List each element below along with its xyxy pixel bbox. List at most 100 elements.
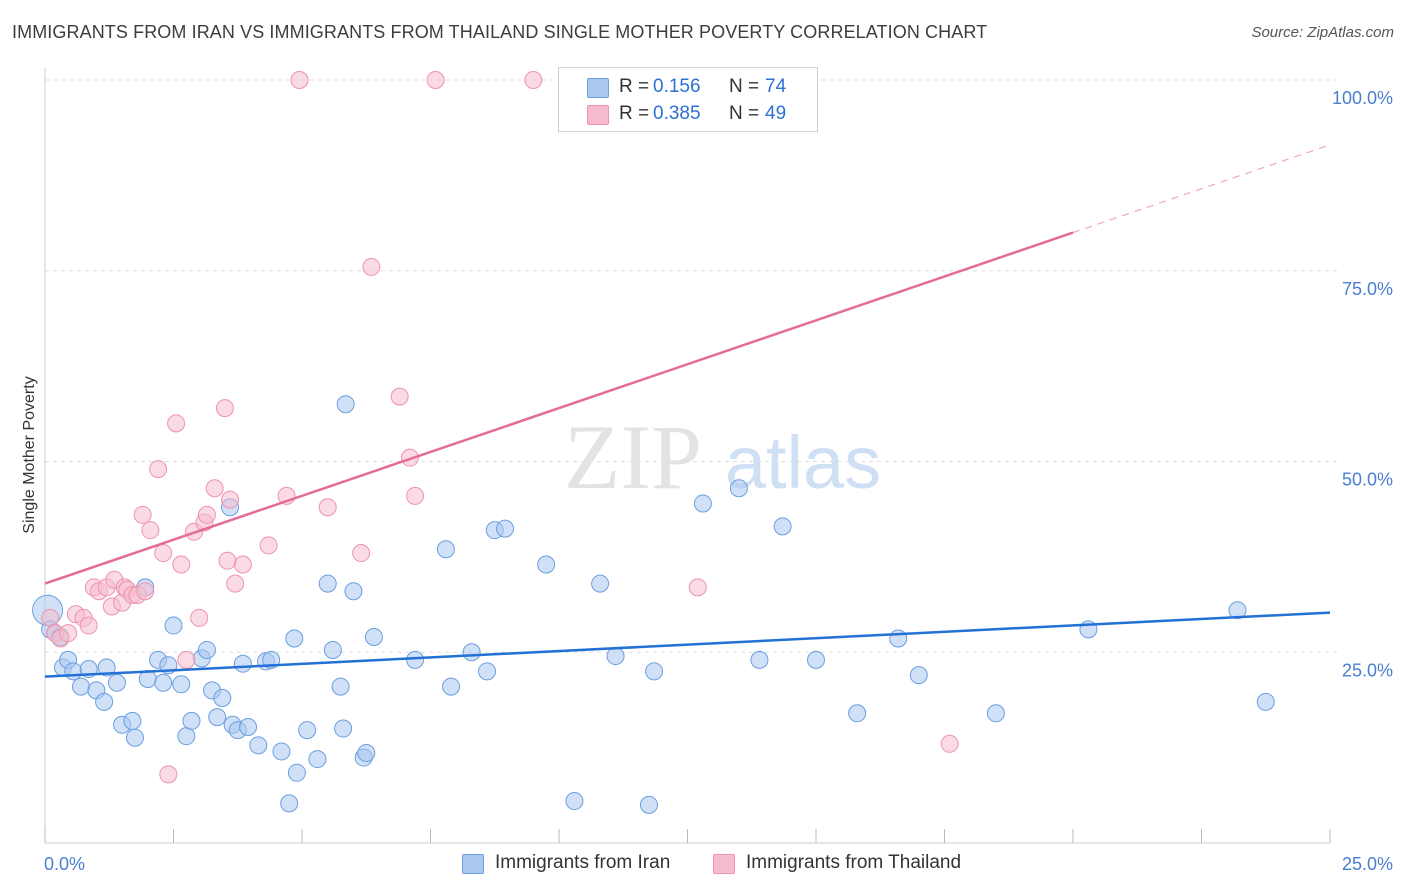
iran-point <box>272 742 291 761</box>
iran-point <box>239 718 258 737</box>
bottom-thailand-swatch <box>713 854 735 874</box>
iran-point <box>462 643 481 662</box>
trend-lines <box>44 144 1331 678</box>
thailand-point <box>362 257 381 276</box>
iran-point <box>357 743 376 762</box>
iran-point <box>123 711 142 730</box>
iran-point <box>285 629 304 648</box>
iran-point <box>280 794 299 813</box>
thailand-point <box>688 578 707 597</box>
iran-point <box>154 673 173 692</box>
iran-point <box>496 519 515 538</box>
iran-point <box>334 719 353 738</box>
iran-point <box>172 675 191 694</box>
source-label: Source: ZipAtlas.com <box>1251 24 1394 41</box>
iran-point <box>125 728 144 747</box>
thailand-r-value: 0.385 <box>653 103 701 124</box>
iran-point <box>537 555 556 574</box>
iran-point <box>639 795 658 814</box>
iran-point <box>591 574 610 593</box>
thailand-point <box>133 505 152 524</box>
iran-point <box>213 689 232 708</box>
thailand-point <box>177 650 196 669</box>
iran-point <box>1256 692 1275 711</box>
thailand-point <box>524 71 543 89</box>
iran-point <box>233 654 252 673</box>
iran-point <box>287 763 306 782</box>
iran-point <box>208 708 227 727</box>
watermark-zip: ZIP <box>564 406 702 508</box>
iran-point <box>1228 601 1247 620</box>
iran-point <box>197 640 216 659</box>
thailand-point <box>59 624 78 643</box>
iran-r-label: R = <box>619 76 650 97</box>
iran-point <box>249 736 268 755</box>
y-tick-label: 100.0% <box>1332 88 1393 108</box>
thailand-n-label: N = <box>729 103 760 124</box>
iran-point <box>848 704 867 723</box>
iran-r-value: 0.156 <box>653 76 701 97</box>
thailand-swatch <box>587 105 609 125</box>
chart-title: IMMIGRANTS FROM IRAN VS IMMIGRANTS FROM … <box>12 22 988 42</box>
thailand-point <box>149 460 168 479</box>
iran-point <box>107 673 126 692</box>
thailand-point <box>205 479 224 498</box>
iran-point <box>97 658 116 677</box>
iran-point <box>344 582 363 601</box>
thailand-point <box>352 544 371 563</box>
iran-point <box>909 666 928 685</box>
bottom-iran-label: Immigrants from Iran <box>495 852 671 873</box>
bottom-iran-swatch <box>462 854 484 874</box>
watermark: ZIP atlas <box>564 406 881 508</box>
iran-point <box>729 479 748 498</box>
iran-point <box>645 662 664 681</box>
thailand-point <box>221 490 240 509</box>
thailand-trend-extension <box>1072 144 1331 234</box>
x-tick-label-min: 0.0% <box>44 854 85 874</box>
iran-swatch <box>587 78 609 98</box>
thailand-point <box>154 544 173 563</box>
iran-point <box>323 640 342 659</box>
thailand-point <box>141 521 160 540</box>
thailand-point <box>406 486 425 505</box>
thailand-point <box>318 498 337 517</box>
thailand-point <box>233 555 252 574</box>
thailand-point <box>940 734 959 753</box>
iran-point <box>71 677 90 696</box>
thailand-r-label: R = <box>619 103 650 124</box>
tick-labels: 25.0% 50.0% 75.0% 100.0% 0.0% 25.0% <box>44 88 1393 874</box>
correlation-legend: R = 0.156 N = 74 R = 0.385 N = 49 <box>558 67 818 132</box>
iran-point <box>364 627 383 646</box>
thailand-point <box>41 608 60 627</box>
iran-n-label: N = <box>729 76 760 97</box>
iran-point <box>693 494 712 513</box>
iran-point <box>182 711 201 730</box>
iran-point <box>336 395 355 414</box>
iran-point <box>331 677 350 696</box>
iran-point <box>750 650 769 669</box>
x-tick-label-max: 25.0% <box>1342 854 1393 874</box>
thailand-point <box>226 574 245 593</box>
iran-trend-line <box>44 611 1331 678</box>
iran-point <box>164 616 183 635</box>
y-tick-label: 50.0% <box>1342 470 1393 490</box>
thailand-point <box>197 505 216 524</box>
thailand-point <box>159 765 178 784</box>
thailand-n-value: 49 <box>765 103 787 124</box>
iran-point <box>436 540 455 559</box>
y-tick-label: 75.0% <box>1342 279 1393 299</box>
iran-point <box>478 662 497 681</box>
thailand-point <box>172 555 191 574</box>
thailand-point <box>259 536 278 555</box>
thailand-point <box>290 71 309 89</box>
thailand-point <box>167 414 186 433</box>
iran-point <box>177 727 196 746</box>
thailand-point <box>79 616 98 635</box>
thailand-point <box>218 551 237 570</box>
iran-point <box>986 704 1005 723</box>
axes <box>44 68 1331 844</box>
iran-point <box>308 750 327 769</box>
thailand-trend-line <box>44 231 1074 585</box>
bottom-thailand-label: Immigrants from Thailand <box>746 852 962 873</box>
